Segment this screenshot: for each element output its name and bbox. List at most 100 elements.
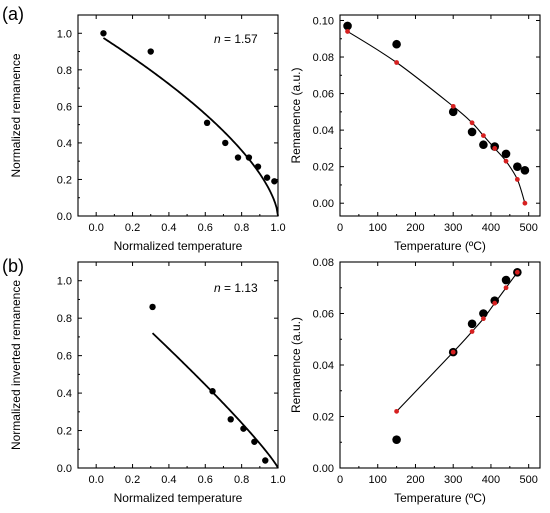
- x-tick-label: 300: [444, 222, 462, 234]
- model-point: [492, 300, 498, 306]
- exponent-value: = 1.57: [224, 32, 258, 46]
- data-point: [271, 178, 278, 185]
- x-axis-label: Temperature (ºC): [394, 491, 486, 505]
- model-point: [394, 408, 400, 414]
- model-point: [345, 29, 350, 34]
- x-tick-label: 0: [337, 222, 343, 234]
- y-tick-label: 0.04: [313, 125, 334, 137]
- x-tick-label: 0.8: [234, 474, 249, 486]
- y-axis-label: Normalized remanence: [9, 53, 23, 177]
- y-tick-label: 0.8: [57, 65, 72, 77]
- x-tick-label: 0: [337, 474, 343, 486]
- data-point: [147, 48, 154, 55]
- x-tick-label: 0.6: [198, 222, 213, 234]
- data-point: [227, 416, 234, 423]
- x-tick-label: 1.0: [270, 474, 285, 486]
- model-point: [514, 269, 520, 275]
- y-tick-label: 0.0: [57, 211, 72, 223]
- model-point: [469, 329, 475, 334]
- panel-label-a: (a): [2, 4, 24, 24]
- x-axis-label: Temperature (ºC): [394, 239, 486, 253]
- x-tick-label: 400: [482, 222, 500, 234]
- x-tick-label: 0.6: [198, 474, 213, 486]
- x-tick-label: 400: [482, 474, 500, 486]
- plot-frame: [77, 261, 279, 469]
- chart-b-right: 0 100 200 300 400 500 0.00 0.02 0.04 0.06 0.08 Temp…: [289, 257, 541, 505]
- y-tick-label: 0.06: [313, 309, 334, 321]
- measured-point: [513, 162, 522, 171]
- fit-curve: [102, 37, 279, 217]
- y-tick-label: 0.2: [57, 174, 72, 186]
- y-axis-label: Remanence (a.u.): [289, 67, 303, 163]
- data-point: [240, 425, 247, 432]
- data-point: [203, 119, 211, 127]
- x-axis-label: Normalized temperature: [114, 491, 243, 505]
- model-point: [394, 60, 400, 65]
- plot-frame: [339, 14, 541, 217]
- fit-exponent-annotation: n = 1.57: [214, 32, 258, 46]
- model-point: [514, 177, 520, 182]
- x-tick-label: 0.2: [125, 474, 140, 486]
- measured-point: [467, 127, 477, 137]
- x-tick-label: 0.0: [89, 222, 104, 234]
- x-tick-label: 0.4: [161, 474, 176, 486]
- panel-label-b: (b): [2, 256, 24, 276]
- y-tick-label: 0.02: [313, 412, 334, 424]
- data-point: [254, 163, 262, 170]
- y-tick-label: 0.2: [57, 426, 72, 438]
- measured-point: [448, 107, 458, 117]
- y-tick-label: 0.08: [313, 52, 334, 64]
- data-point: [251, 438, 258, 445]
- x-tick-label: 1.0: [270, 222, 285, 234]
- model-point: [469, 120, 475, 126]
- measured-point: [467, 319, 477, 329]
- chart-a-right: 0 100 200 300 400 500 0.00 0.02 0.04 0.06 0.08 0.10…: [289, 14, 541, 253]
- data-point: [263, 174, 271, 181]
- x-tick-label: 500: [519, 474, 537, 486]
- y-tick-label: 0.02: [313, 162, 334, 174]
- x-tick-label: 0.8: [234, 222, 249, 234]
- y-tick-label: 0.6: [57, 101, 72, 113]
- y-tick-label: 0.8: [57, 313, 72, 325]
- measured-point: [343, 21, 352, 31]
- y-tick-label: 0.00: [313, 463, 334, 475]
- measured-point: [392, 39, 401, 49]
- chart-b-left: 0.0 0.2 0.4 0.6 0.8 1.0 0.0 0.2 0.4 0.6 0.8 1.0 Norm…: [9, 261, 286, 505]
- data-point: [149, 303, 156, 311]
- x-tick-label: 0.2: [125, 222, 140, 234]
- model-point: [503, 158, 509, 164]
- exponent-value: = 1.13: [224, 281, 258, 295]
- data-point: [234, 154, 242, 161]
- y-tick-label: 1.0: [57, 28, 72, 40]
- x-tick-label: 0.0: [89, 474, 104, 486]
- y-tick-label: 0.04: [313, 360, 334, 372]
- y-axis-label: Normalized inverted remanence: [9, 280, 23, 450]
- x-tick-label: 100: [369, 474, 387, 486]
- x-tick-label: 500: [519, 222, 537, 234]
- y-tick-label: 0.0: [57, 463, 72, 475]
- exponent-symbol: n: [214, 281, 224, 295]
- model-point: [450, 349, 456, 355]
- model-curve: [396, 271, 518, 412]
- x-tick-label: 300: [444, 474, 462, 486]
- y-tick-label: 0.10: [313, 15, 334, 27]
- measured-point: [501, 149, 511, 159]
- y-tick-label: 0.4: [57, 388, 72, 400]
- plot-frame: [77, 14, 279, 217]
- model-point: [480, 316, 486, 322]
- chart-a-left: 0.0 0.2 0.4 0.6 0.8 1.0 0.0 0.2 0.4 0.6 0.8 1.0 Norm…: [9, 14, 286, 253]
- y-tick-label: 0.00: [313, 198, 334, 210]
- model-point: [450, 103, 456, 109]
- model-curve: [347, 30, 526, 204]
- exponent-symbol: n: [214, 32, 224, 46]
- measured-point: [479, 140, 488, 150]
- measured-point: [520, 166, 530, 175]
- model-point: [492, 145, 498, 151]
- plot-frame: [339, 261, 541, 469]
- model-point: [522, 200, 528, 206]
- data-point: [100, 30, 107, 37]
- y-tick-label: 0.08: [313, 257, 334, 269]
- data-point: [222, 139, 229, 147]
- x-tick-label: 200: [406, 222, 424, 234]
- x-tick-label: 200: [406, 474, 424, 486]
